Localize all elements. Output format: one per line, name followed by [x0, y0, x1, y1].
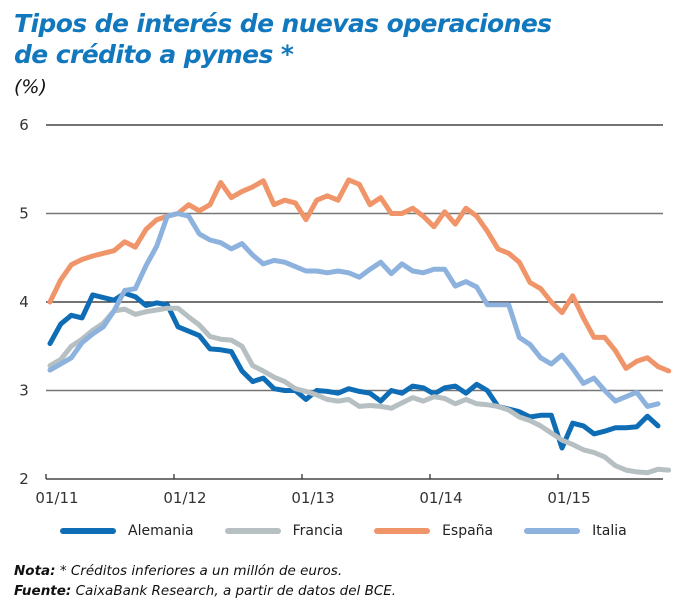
- x-tick-label: 01/13: [291, 489, 334, 507]
- legend-label: España: [442, 523, 494, 539]
- y-tick-labels: 2 3 4 5 6: [19, 116, 29, 488]
- y-axis-unit-label: (%): [14, 76, 47, 98]
- x-tick-label: 01/14: [419, 489, 462, 507]
- legend-swatch: [60, 528, 116, 534]
- y-tick-label: 2: [19, 470, 29, 488]
- y-tick-label: 6: [19, 116, 29, 134]
- legend-item-francia: Francia: [224, 523, 344, 539]
- legend-item-alemania: Alemania: [60, 523, 194, 539]
- x-tick-label: 01/11: [35, 489, 78, 507]
- source-line: Fuente: CaixaBank Research, a partir de …: [14, 581, 396, 601]
- source-text: CaixaBank Research, a partir de datos de…: [71, 583, 397, 599]
- series-line-alemania: [47, 290, 661, 451]
- legend-swatch: [524, 528, 581, 534]
- series-line-italia: [47, 211, 661, 409]
- y-tick-label: 5: [19, 205, 29, 223]
- legend-swatch: [224, 528, 281, 534]
- legend-label: Italia: [592, 523, 627, 539]
- note-line: Nota: * Créditos inferiores a un millón …: [14, 561, 396, 581]
- legend-item-españa: España: [374, 523, 493, 539]
- legend-label: Francia: [292, 523, 344, 539]
- legend: Alemania Francia España Italia: [60, 523, 658, 539]
- x-tick-label: 01/15: [547, 489, 590, 507]
- series-lines: [47, 177, 672, 476]
- series-line-españa: [47, 177, 672, 374]
- note-label: Nota:: [14, 563, 56, 579]
- y-tick-label: 4: [19, 293, 29, 311]
- x-tick-label: 01/12: [163, 489, 206, 507]
- chart-title-line-1: Tipos de interés de nuevas operaciones: [14, 9, 552, 38]
- y-tick-label: 3: [19, 382, 29, 400]
- legend-label: Alemania: [128, 523, 194, 539]
- legend-swatch: [374, 528, 431, 534]
- source-label: Fuente:: [14, 583, 72, 599]
- line-chart: 2 3 4 5 6 01/11 01/12 01/13 01/14 01/15: [19, 116, 672, 507]
- chart-title-line-2: de crédito a pymes *: [14, 40, 294, 69]
- legend-item-italia: Italia: [524, 523, 627, 539]
- footnotes: Nota: * Créditos inferiores a un millón …: [14, 561, 396, 601]
- note-text: * Créditos inferiores a un millón de eur…: [55, 563, 343, 579]
- chart-title: Tipos de interés de nuevas operaciones d…: [14, 8, 552, 70]
- series-line-francia: [47, 305, 672, 476]
- x-axis: 01/11 01/12 01/13 01/14 01/15: [35, 474, 591, 507]
